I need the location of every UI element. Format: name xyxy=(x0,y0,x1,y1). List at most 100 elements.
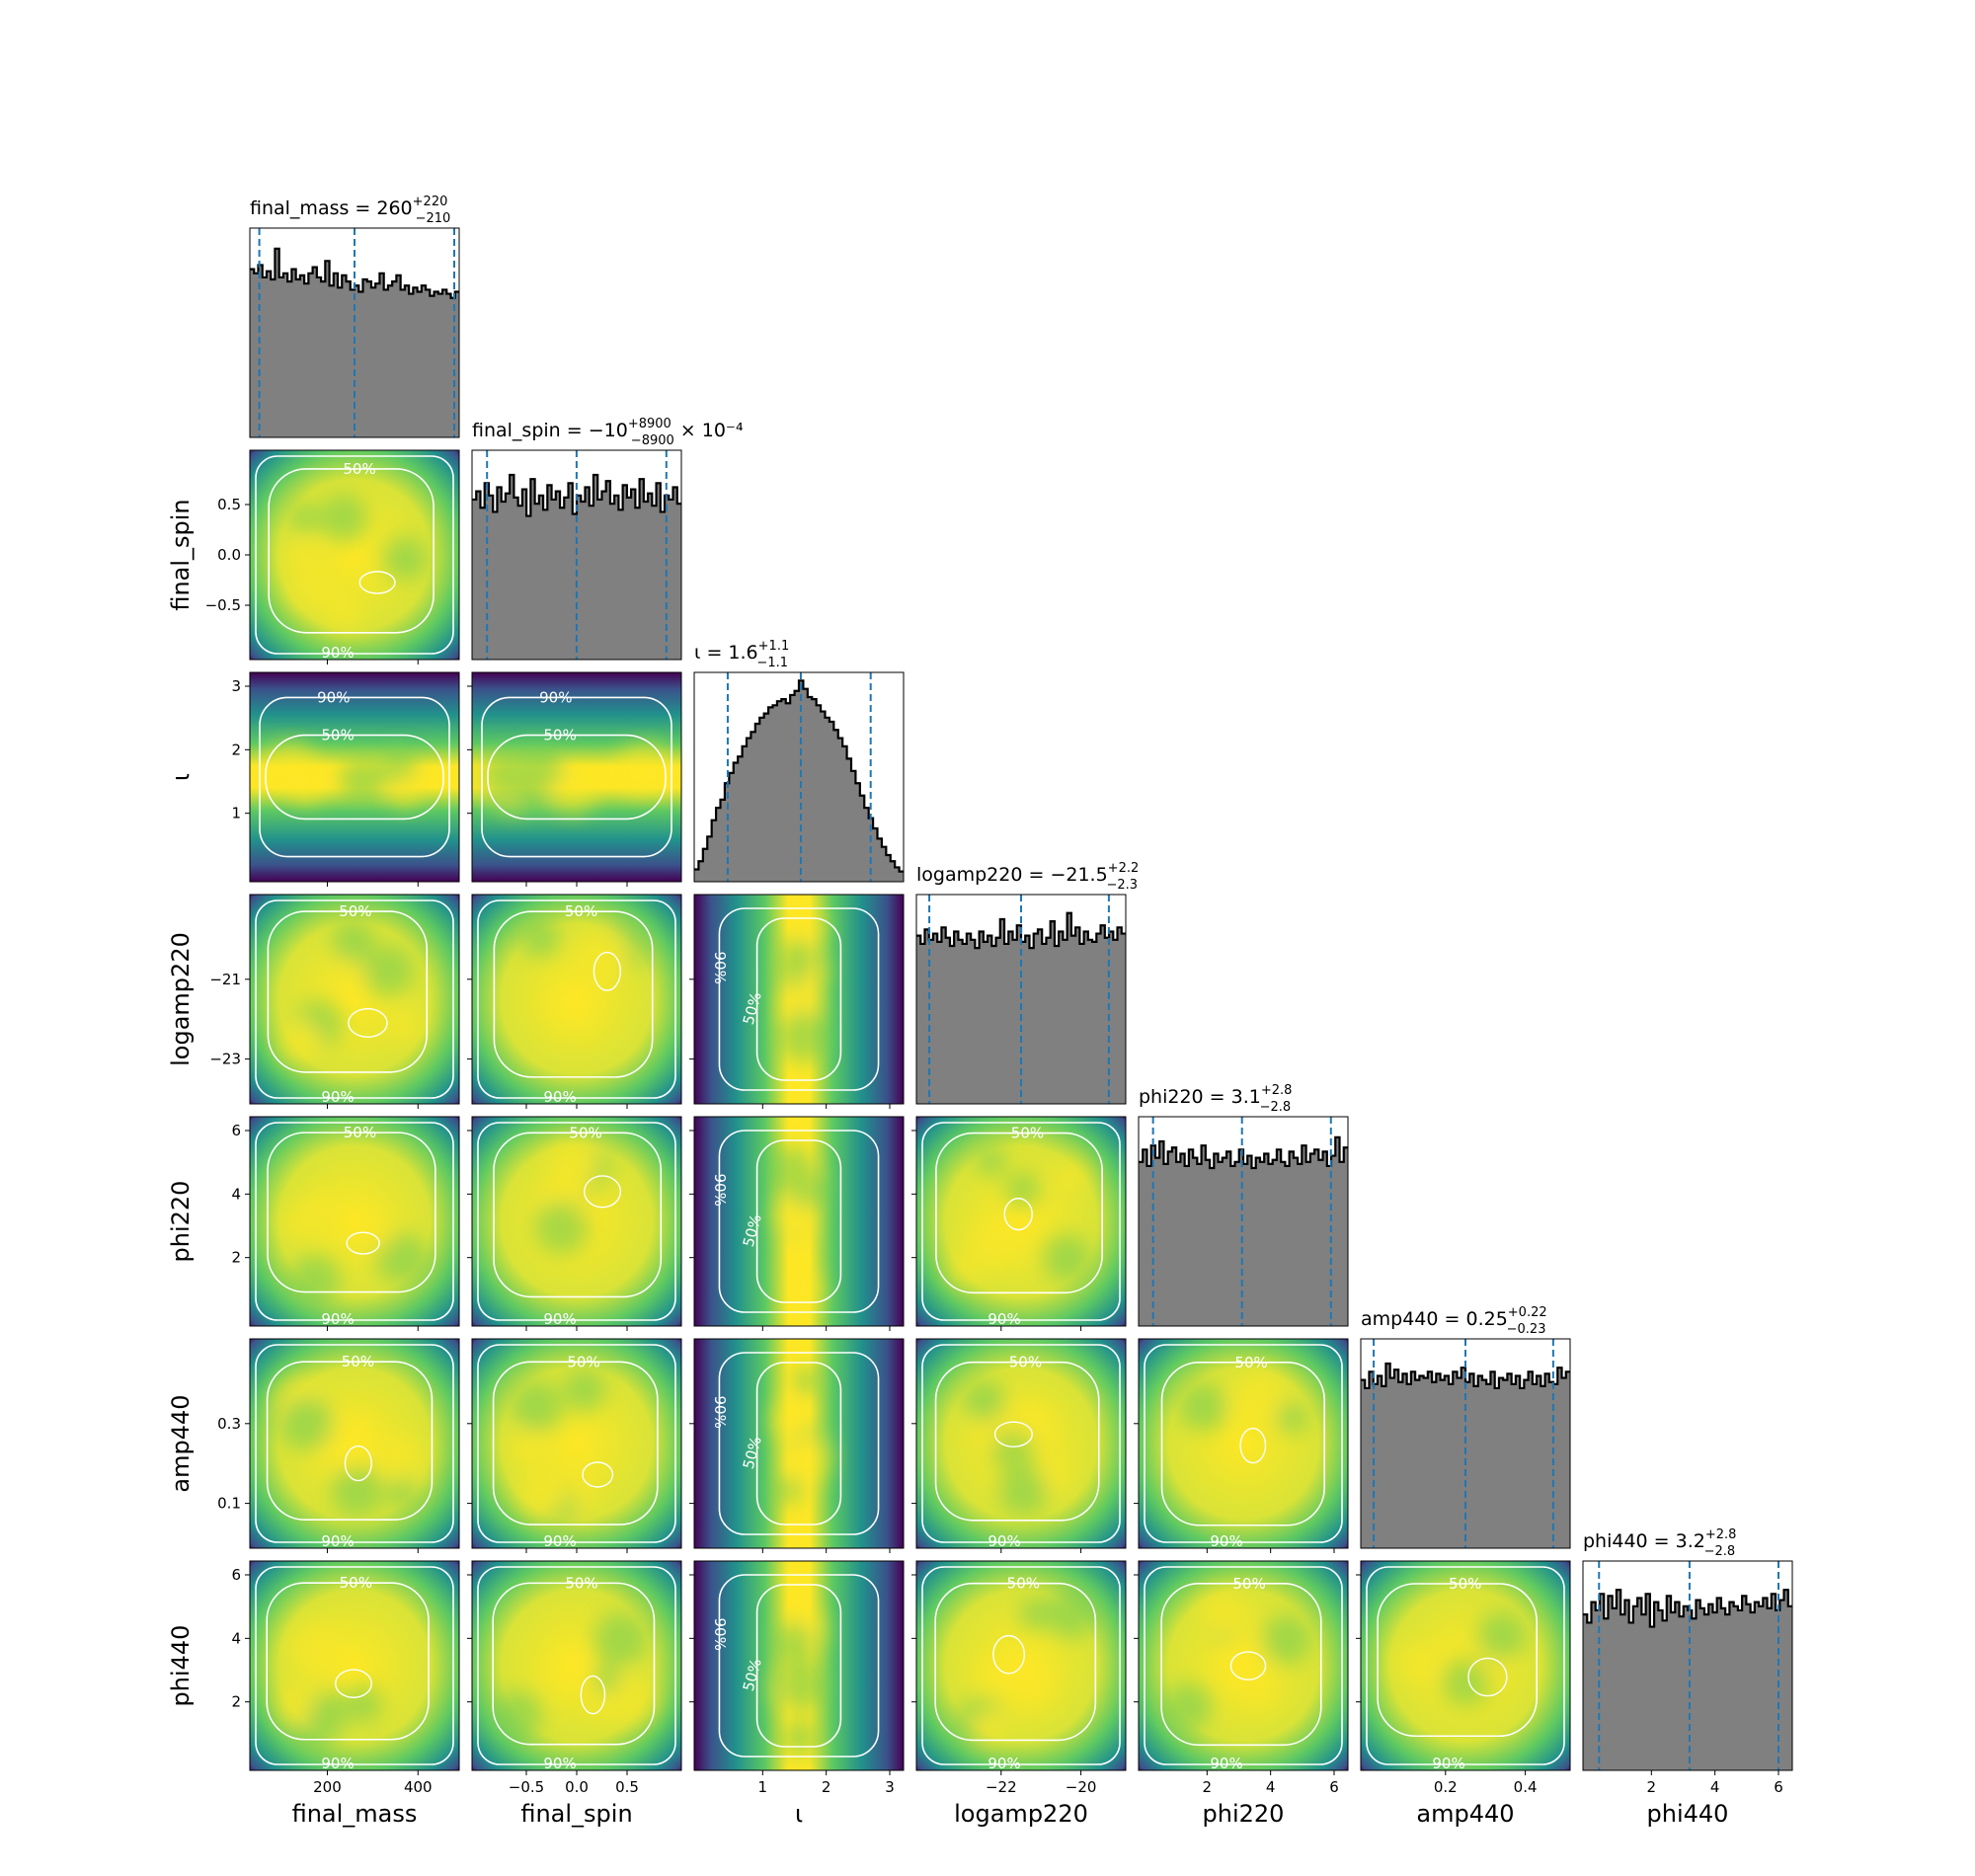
panel-amp440-phi440: 50% 90% xyxy=(1360,1560,1571,1772)
diag-amp440: amp440 = 0.25+0.22 −0.23 xyxy=(1360,1305,1571,1549)
contour-90 xyxy=(718,1352,880,1535)
y-axis-label-iota: ι xyxy=(167,773,195,781)
hist-fill xyxy=(694,680,904,882)
density-blob xyxy=(331,1464,384,1518)
panel-frame xyxy=(1138,1116,1349,1327)
contour-50 xyxy=(1377,1583,1539,1738)
density-blobs xyxy=(766,1605,829,1757)
density-blob xyxy=(963,1379,1006,1423)
density-blob xyxy=(517,1471,566,1519)
density-blob xyxy=(615,742,672,797)
panel-logamp220-phi220: 50% 90% xyxy=(915,1116,1127,1328)
panel-phi220-phi440: 50% 90% xyxy=(1138,1560,1349,1772)
density-blobs xyxy=(281,1192,430,1306)
panel-final_spin-logamp220: 50% 90% xyxy=(471,894,682,1106)
panel-final_mass-logamp220: 50% 90% xyxy=(249,894,460,1106)
density-blob xyxy=(389,777,422,810)
diag-logamp220: logamp220 = −21.5+2.2 −2.3 xyxy=(915,861,1139,1105)
density-blob xyxy=(793,1366,823,1396)
density-blob xyxy=(290,503,320,533)
contour-50 xyxy=(755,1362,842,1525)
contour-label-90: 90% xyxy=(1210,1532,1242,1550)
density-blobs xyxy=(482,742,672,817)
contour-50 xyxy=(755,917,842,1081)
density-blob xyxy=(350,767,386,804)
density-blob xyxy=(361,1218,392,1249)
y-tick-label: 1 xyxy=(231,805,241,822)
title-plus: +8900 xyxy=(628,417,672,431)
density-blobs xyxy=(520,917,648,1029)
x-tick-label: 6 xyxy=(1774,1778,1783,1796)
panel-frame xyxy=(249,227,460,438)
contour-50 xyxy=(935,1132,1103,1294)
contour-label-50: 50% xyxy=(1009,1354,1042,1371)
x-tick-label: 2 xyxy=(1647,1778,1657,1796)
density-blob xyxy=(1046,1589,1097,1639)
density-blob xyxy=(577,928,630,981)
density-blob xyxy=(796,1274,825,1303)
x-tick-label: 0.2 xyxy=(1434,1778,1458,1796)
density-blob xyxy=(769,1400,808,1439)
density-blob xyxy=(534,1200,590,1255)
density-blob xyxy=(550,1651,590,1691)
title-plus: +1.1 xyxy=(758,639,790,654)
contour-label-90: 90% xyxy=(321,644,354,662)
panel-logamp220-amp440: 50% 90% xyxy=(915,1338,1127,1550)
density-blob xyxy=(509,1427,548,1466)
diag-final_mass: final_mass = 260+220 −210 xyxy=(249,195,460,438)
title-main: amp440 = 0.25 xyxy=(1361,1308,1508,1330)
density-blob xyxy=(482,750,533,802)
panel-frame xyxy=(693,1116,905,1327)
panel-final_mass-final_spin: 50% 90% xyxy=(249,449,460,662)
contour-label-90: 90% xyxy=(1210,1755,1242,1772)
panel-frame xyxy=(693,894,905,1105)
y-axis-label-amp440: amp440 xyxy=(167,1394,195,1492)
diag-phi220: phi220 = 3.1+2.8 −2.8 xyxy=(1138,1083,1349,1327)
contour-50 xyxy=(934,1582,1097,1742)
contour-label-90: 90% xyxy=(711,1396,729,1429)
density-blob xyxy=(1217,1636,1270,1689)
contour-island xyxy=(592,951,622,991)
density-blob xyxy=(319,494,367,542)
contour-90 xyxy=(1144,1566,1343,1765)
contour-90 xyxy=(1366,1566,1565,1765)
density-blob xyxy=(387,1477,418,1508)
x-axis-label-logamp220: logamp220 xyxy=(954,1800,1088,1828)
x-tick-label: 4 xyxy=(1266,1778,1276,1796)
x-tick-label: −0.5 xyxy=(509,1778,544,1796)
panel-frame xyxy=(471,449,682,661)
contour-island xyxy=(348,1008,388,1038)
contour-island xyxy=(580,1675,606,1715)
density-blob xyxy=(964,1217,1018,1272)
density-blob xyxy=(276,1684,319,1727)
density-blobs xyxy=(963,1379,1073,1516)
title-main: logamp220 = −21.5 xyxy=(916,864,1108,886)
contour-label-90: 90% xyxy=(539,688,572,706)
x-tick-label: 0.4 xyxy=(1514,1778,1538,1796)
contour-label-90: 90% xyxy=(321,1755,354,1772)
contour-label-90: 90% xyxy=(988,1310,1020,1328)
density-blob xyxy=(977,1146,1006,1176)
panel-frame xyxy=(915,1560,1127,1771)
x-axis-label-final_spin: final_spin xyxy=(520,1800,632,1828)
contour-label-50: 50% xyxy=(342,1353,374,1370)
panel-frame xyxy=(1360,1338,1571,1549)
contour-50 xyxy=(266,1361,434,1521)
panel-frame xyxy=(249,671,460,883)
contour-90 xyxy=(921,1122,1121,1321)
y-tick-label: −0.5 xyxy=(205,596,241,614)
y-tick-label: 4 xyxy=(231,1629,241,1647)
contour-50 xyxy=(267,910,429,1073)
density-blobs xyxy=(765,1145,830,1303)
density-blobs xyxy=(272,1374,427,1518)
density-blob xyxy=(1000,1656,1056,1711)
density-blobs xyxy=(283,494,427,632)
contour-90 xyxy=(481,696,672,858)
contour-label-50: 50% xyxy=(565,902,597,920)
y-tick-label: 6 xyxy=(231,1566,241,1584)
hist-step xyxy=(694,679,904,873)
contour-90 xyxy=(255,455,454,655)
contour-50 xyxy=(492,1361,659,1525)
density-blob xyxy=(281,1205,316,1239)
